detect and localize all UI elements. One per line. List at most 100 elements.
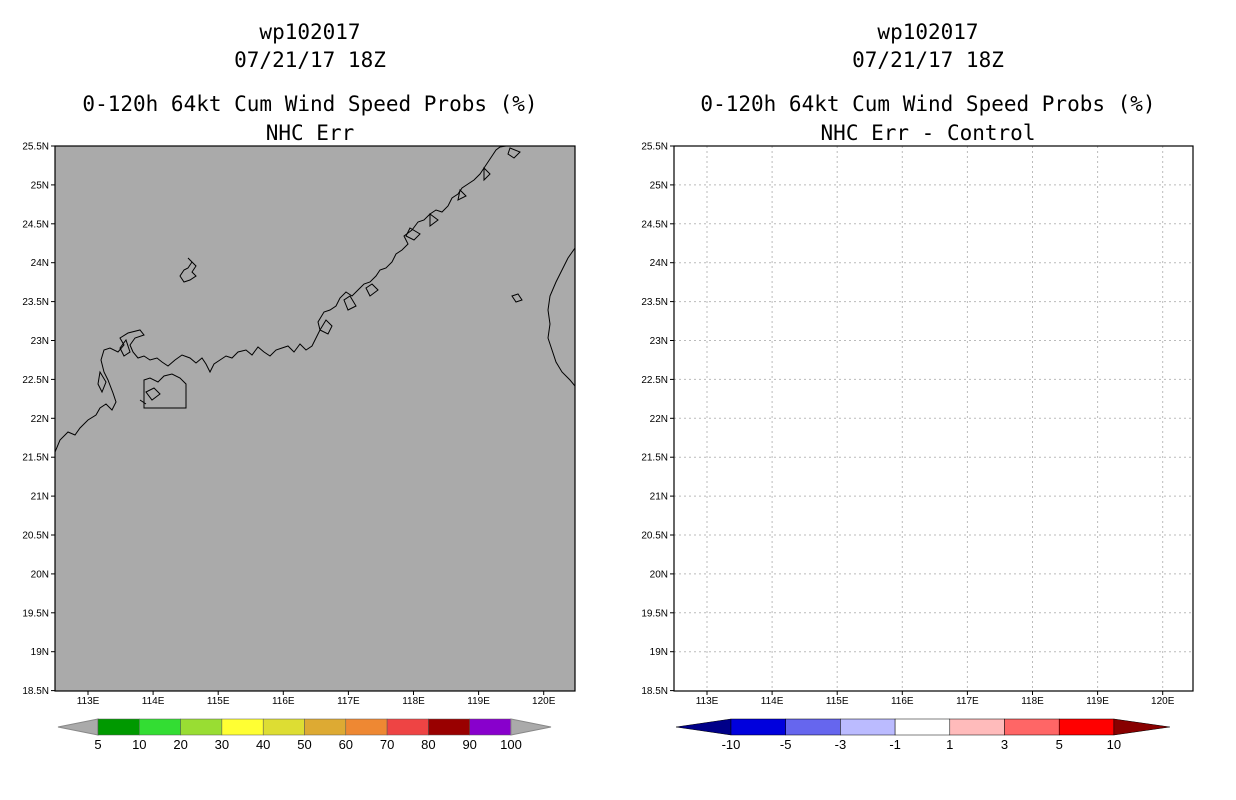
left-colorbar-label: 30 <box>215 737 229 752</box>
right-colorbar-swatch <box>840 718 896 736</box>
right-lat-label: 20.5N <box>641 531 668 542</box>
right-lon-label: 115E <box>826 696 849 707</box>
left-lat-label: 23.5N <box>22 297 49 308</box>
left-colorbar-swatch <box>428 718 470 736</box>
left-lon-label: 116E <box>272 696 295 707</box>
left-colorbar-label: 40 <box>256 737 270 752</box>
right-colorbar-swatch <box>1004 718 1060 736</box>
left-colorbar-label: 5 <box>94 737 101 752</box>
right-colorbar-swatch <box>894 718 951 736</box>
left-colorbar: 5 10 20 30 40 50 60 70 80 90 100 <box>57 718 552 752</box>
right-lat-label: 19N <box>650 647 668 658</box>
left-map: 25.5N 25N 24.5N 24N 23.5N 23N 22.5N 22N 21.5N 21N… <box>22 142 576 707</box>
right-lon-label: 117E <box>956 696 979 707</box>
right-product-title: 0-120h 64kt Cum Wind Speed Probs (%) <box>700 92 1156 116</box>
left-colorbar-swatch <box>345 718 388 736</box>
right-colorbar-swatch <box>785 718 841 736</box>
left-lat-label: 19N <box>31 647 49 658</box>
left-lat-label: 24.5N <box>22 219 49 230</box>
right-colorbar-swatch <box>730 718 786 736</box>
right-subtitle: NHC Err - Control <box>820 121 1036 145</box>
left-island <box>179 257 197 283</box>
left-lat-label: 19.5N <box>22 608 49 619</box>
left-coastline <box>55 146 507 453</box>
right-lat-label: 20N <box>650 569 668 580</box>
right-colorbar-label: -10 <box>722 737 741 752</box>
right-lat-label: 21N <box>650 492 668 503</box>
right-colorbar-high-end <box>1113 718 1170 736</box>
right-map: 25.5N 25N 24.5N 24N 23.5N 23N 22.5N 22N 21.5N 21N… <box>641 142 1194 707</box>
left-lat-label: 23N <box>31 336 49 347</box>
left-lon-label: 118E <box>402 696 425 707</box>
right-lat-label: 24.5N <box>641 219 668 230</box>
right-colorbar-label: -1 <box>889 737 901 752</box>
left-taiwan-coast <box>547 247 575 387</box>
left-lat-label: 21.5N <box>22 453 49 464</box>
right-colorbar: -10 -5 -3 -1 1 3 5 10 <box>675 718 1170 752</box>
left-lon-label: 117E <box>337 696 360 707</box>
left-datetime: 07/21/17 18Z <box>234 48 386 72</box>
right-gridlines <box>674 146 1193 691</box>
left-coast-detail <box>139 373 187 409</box>
right-lon-label: 118E <box>1021 696 1044 707</box>
right-lat-label: 22.5N <box>641 375 668 386</box>
right-lat-label: 25.5N <box>641 142 668 153</box>
right-lat-label: 19.5N <box>641 608 668 619</box>
left-lat-label: 25.5N <box>22 142 49 153</box>
left-lon-label: 114E <box>142 696 165 707</box>
right-colorbar-label: 1 <box>946 737 953 752</box>
left-colorbar-label: 50 <box>297 737 311 752</box>
left-colorbar-swatch <box>97 718 140 736</box>
left-storm-id: wp102017 <box>259 20 361 44</box>
left-colorbar-label: 20 <box>173 737 187 752</box>
right-lat-label: 23.5N <box>641 297 668 308</box>
left-colorbar-label: 60 <box>339 737 353 752</box>
left-lon-label: 113E <box>77 696 100 707</box>
right-lon-label: 113E <box>696 696 719 707</box>
right-colorbar-label: 5 <box>1056 737 1063 752</box>
right-colorbar-swatch <box>1058 718 1115 736</box>
left-subtitle: NHC Err <box>265 121 355 145</box>
left-colorbar-label: 70 <box>380 737 394 752</box>
left-coast-detail <box>97 338 131 394</box>
left-colorbar-swatch <box>304 718 347 736</box>
right-lon-label: 120E <box>1151 696 1175 707</box>
left-colorbar-label: 80 <box>421 737 435 752</box>
right-colorbar-swatch <box>949 718 1005 736</box>
left-lon-label: 115E <box>207 696 230 707</box>
left-colorbar-swatch <box>469 718 512 736</box>
left-colorbar-label: 10 <box>132 737 146 752</box>
right-colorbar-label: 3 <box>1001 737 1008 752</box>
left-colorbar-high-end <box>510 718 552 736</box>
left-colorbar-swatch <box>262 718 305 736</box>
left-colorbar-swatch <box>221 718 264 736</box>
right-lat-label: 21.5N <box>641 453 668 464</box>
left-lat-label: 20.5N <box>22 531 49 542</box>
left-colorbar-swatch <box>139 718 181 736</box>
left-colorbar-swatch <box>180 718 223 736</box>
right-lon-label: 114E <box>761 696 784 707</box>
left-lat-label: 22N <box>31 414 49 425</box>
left-colorbar-swatch <box>386 718 429 736</box>
left-lon-label: 119E <box>467 696 490 707</box>
left-colorbar-low-end <box>57 718 99 736</box>
left-lat-label: 25N <box>31 180 49 191</box>
right-lon-label: 116E <box>891 696 914 707</box>
right-lat-label: 22N <box>650 414 668 425</box>
right-lon-label: 119E <box>1086 696 1109 707</box>
left-colorbar-label: 90 <box>462 737 476 752</box>
left-lat-label: 21N <box>31 492 49 503</box>
left-lon-label: 120E <box>532 696 556 707</box>
right-lat-label: 23N <box>650 336 668 347</box>
left-coast-detail <box>319 147 521 335</box>
right-lat-label: 18.5N <box>641 686 668 697</box>
left-lat-label: 22.5N <box>22 375 49 386</box>
left-lat-label: 24N <box>31 258 49 269</box>
right-colorbar-label: -5 <box>780 737 792 752</box>
left-colorbar-label: 100 <box>500 737 522 752</box>
left-lat-label: 18.5N <box>22 686 49 697</box>
left-map-background <box>55 146 575 691</box>
right-lat-label: 25N <box>650 180 668 191</box>
right-datetime: 07/21/17 18Z <box>852 48 1004 72</box>
